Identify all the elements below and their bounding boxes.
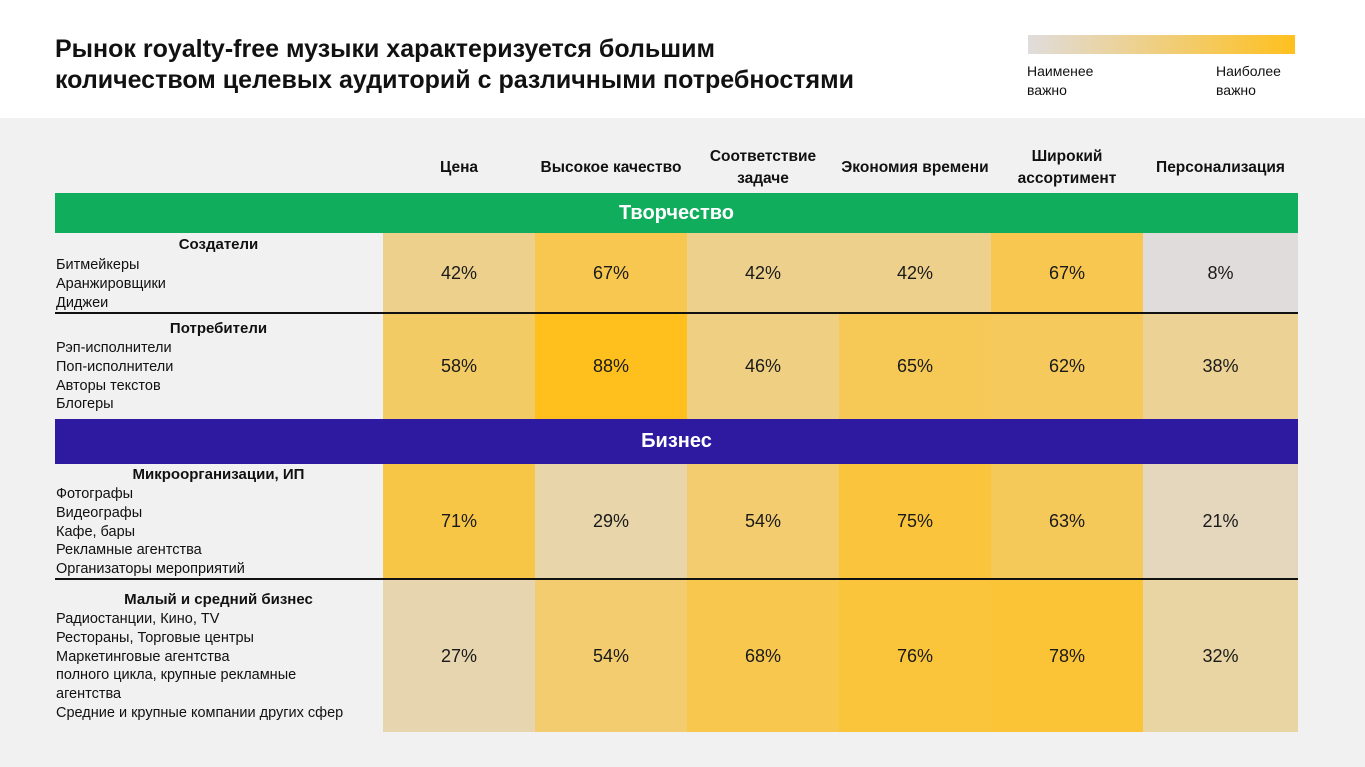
column-header: Экономия времени bbox=[841, 159, 989, 176]
row-title: Потребители bbox=[169, 320, 268, 337]
heatmap-cell: 8% bbox=[1143, 233, 1298, 313]
column-header: Персонализация bbox=[1156, 159, 1285, 176]
heatmap-cell: 58% bbox=[383, 314, 535, 419]
heatmap-cell: 78% bbox=[991, 580, 1143, 732]
list-item: полного цикла, крупные рекламные bbox=[56, 667, 297, 684]
list-item: Диджеи bbox=[56, 294, 109, 311]
legend-gradient-bar bbox=[1028, 35, 1295, 54]
column-header: Широкий ассортимент bbox=[1017, 148, 1117, 187]
heatmap-cell: 75% bbox=[839, 464, 991, 578]
list-item: Поп-исполнители bbox=[56, 358, 174, 375]
heatmap-cell: 76% bbox=[839, 580, 991, 732]
list-item: Рэп-исполнители bbox=[56, 340, 172, 356]
heatmap-cell: 42% bbox=[687, 233, 839, 313]
section-band-creative: Творчество bbox=[55, 193, 1298, 233]
heatmap-cell: 42% bbox=[839, 233, 991, 313]
heatmap-cell: 67% bbox=[991, 233, 1143, 313]
heatmap-cell: 63% bbox=[991, 464, 1143, 578]
heatmap-cell: 27% bbox=[383, 580, 535, 732]
list-item: агентства bbox=[56, 686, 122, 703]
list-item: Битмейкеры bbox=[56, 257, 140, 273]
column-header: Высокое качество bbox=[540, 159, 682, 176]
title-line-2: количеством целевых аудиторий с различны… bbox=[55, 66, 854, 94]
row-label: Создатели Битмейкеры Аранжировщики Дидже… bbox=[55, 233, 382, 313]
list-item: Средние и крупные компании других сфер bbox=[56, 704, 344, 721]
title-line-1: Рынок royalty-free музыки характеризуетс… bbox=[55, 35, 715, 63]
heatmap-cell: 68% bbox=[687, 580, 839, 732]
list-item: Маркетинговые агентства bbox=[56, 648, 230, 665]
list-item: Рестораны, Торговые центры bbox=[56, 629, 254, 646]
row-label: Микроорганизации, ИП Фотографы Видеограф… bbox=[55, 464, 382, 578]
heatmap-cell: 29% bbox=[535, 464, 687, 578]
row-divider bbox=[55, 578, 1298, 580]
list-item: Авторы текстов bbox=[56, 377, 161, 394]
heatmap-cell: 71% bbox=[383, 464, 535, 578]
heatmap-cell: 62% bbox=[991, 314, 1143, 419]
heatmap-cell: 38% bbox=[1143, 314, 1298, 419]
list-item: Кафе, бары bbox=[56, 523, 136, 540]
heatmap-cell: 65% bbox=[839, 314, 991, 419]
list-item: Организаторы мероприятий bbox=[56, 561, 245, 578]
row-items: Битмейкеры Аранжировщики Диджеи bbox=[56, 256, 166, 312]
heatmap-cell: 67% bbox=[535, 233, 687, 313]
heatmap-cell: 46% bbox=[687, 314, 839, 419]
table-row: Создатели Битмейкеры Аранжировщики Дидже… bbox=[55, 233, 1298, 313]
row-items: Рэп-исполнители Поп-исполнители Авторы т… bbox=[56, 339, 173, 414]
row-items: Радиостанции, Кино, TV Рестораны, Торгов… bbox=[56, 610, 343, 723]
row-items: Фотографы Видеографы Кафе, бары Рекламны… bbox=[56, 485, 245, 579]
section-band-business: Бизнес bbox=[55, 419, 1298, 464]
row-title: Создатели bbox=[178, 236, 259, 253]
page-title: Рынок royalty-free музыки характеризуетс… bbox=[55, 34, 955, 96]
column-header: Соответствие задаче bbox=[709, 148, 817, 187]
table-row: Малый и средний бизнес Радиостанции, Кин… bbox=[55, 580, 1298, 732]
list-item: Блогеры bbox=[56, 396, 114, 413]
row-divider bbox=[55, 312, 1298, 314]
heatmap-cell: 54% bbox=[535, 580, 687, 732]
row-label: Малый и средний бизнес Радиостанции, Кин… bbox=[55, 580, 382, 732]
table-row: Микроорганизации, ИП Фотографы Видеограф… bbox=[55, 464, 1298, 578]
heatmap-cell: 54% bbox=[687, 464, 839, 578]
list-item: Рекламные агентства bbox=[56, 542, 202, 559]
header: Рынок royalty-free музыки характеризуетс… bbox=[0, 0, 1365, 118]
heatmap-cell: 42% bbox=[383, 233, 535, 313]
heatmap-cell: 21% bbox=[1143, 464, 1298, 578]
list-item: Радиостанции, Кино, TV bbox=[56, 611, 220, 627]
row-title: Микроорганизации, ИП bbox=[132, 466, 305, 483]
row-title: Малый и средний бизнес bbox=[124, 591, 313, 608]
row-label: Потребители Рэп-исполнители Поп-исполнит… bbox=[55, 314, 382, 419]
list-item: Аранжировщики bbox=[56, 275, 166, 292]
legend-high-label: Наиболее важно bbox=[1216, 63, 1281, 98]
list-item: Видеографы bbox=[56, 504, 143, 521]
list-item: Фотографы bbox=[56, 486, 134, 502]
table-row: Потребители Рэп-исполнители Поп-исполнит… bbox=[55, 314, 1298, 419]
heatmap-cell: 88% bbox=[535, 314, 687, 419]
heatmap-cell: 32% bbox=[1143, 580, 1298, 732]
column-header: Цена bbox=[439, 159, 479, 176]
legend-low-label: Наименее важно bbox=[1027, 63, 1094, 98]
